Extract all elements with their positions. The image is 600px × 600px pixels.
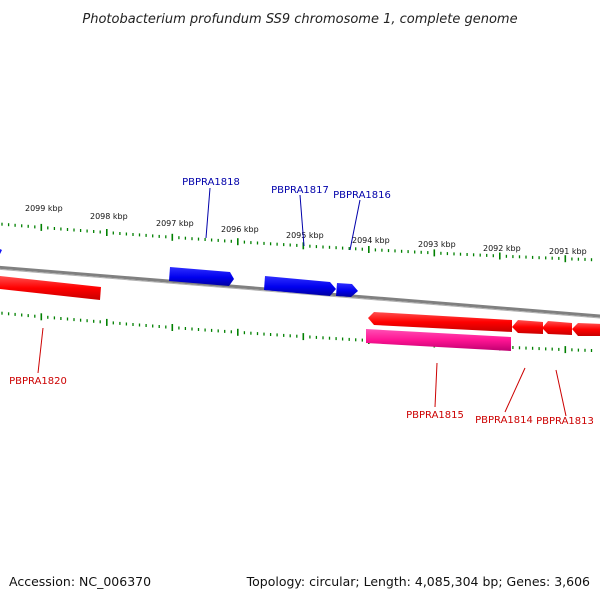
label-pbpra1814: PBPRA1814 <box>475 415 533 426</box>
leader-pbpra1815 <box>434 362 438 408</box>
leader-pbpra1818 <box>205 187 211 239</box>
leader-pbpra1816 <box>349 199 361 251</box>
gene-pbpra1819[interactable] <box>0 248 2 258</box>
leader-pbpra1820 <box>37 327 44 374</box>
label-pbpra1815: PBPRA1815 <box>406 410 464 421</box>
label-leaders <box>37 187 567 417</box>
scale-label-2097: 2097 kbp <box>156 219 194 228</box>
leader-pbpra1813 <box>555 369 567 417</box>
reverse-genes <box>0 276 600 336</box>
gene-pbpra1820[interactable] <box>0 276 101 300</box>
gene-pbpra1812[interactable] <box>572 323 600 336</box>
scale-label-2094: 2094 kbp <box>352 236 390 245</box>
label-pbpra1813: PBPRA1813 <box>536 416 594 427</box>
gene-pbpra1817[interactable] <box>264 276 336 296</box>
scale-label-2093: 2093 kbp <box>418 240 456 249</box>
inner-scale-ticks <box>1 311 593 354</box>
outer-scale-ticks <box>1 222 593 263</box>
label-pbpra1818: PBPRA1818 <box>182 177 240 188</box>
gene-pbpra1816[interactable] <box>336 283 358 297</box>
scale-label-2095: 2095 kbp <box>286 231 324 240</box>
scale-label-2096: 2096 kbp <box>221 225 259 234</box>
label-pbpra1820: PBPRA1820 <box>9 376 67 387</box>
gene-pbpra1815-top[interactable] <box>368 312 512 332</box>
gene-labels: PBPRA1818 PBPRA1817 PBPRA1816 PBPRA1820 … <box>9 177 594 427</box>
map-title: Photobacterium profundum SS9 chromosome … <box>82 12 517 27</box>
label-pbpra1816: PBPRA1816 <box>333 190 391 201</box>
gene-pbpra1818[interactable] <box>169 267 234 286</box>
leader-pbpra1817 <box>299 194 305 247</box>
gene-pbpra1815-rna[interactable] <box>366 329 511 351</box>
topology-summary: Topology: circular; Length: 4,085,304 bp… <box>246 574 590 589</box>
scale-label-2098: 2098 kbp <box>90 212 128 221</box>
accession-text: Accession: NC_006370 <box>9 574 151 589</box>
scale-label-2092: 2092 kbp <box>483 244 521 253</box>
gene-pbpra1813[interactable] <box>542 321 572 335</box>
backbone-shadow <box>0 268 600 319</box>
scale-labels: 2099 kbp 2098 kbp 2097 kbp 2096 kbp 2095… <box>25 204 587 256</box>
scale-label-2099: 2099 kbp <box>25 204 63 213</box>
gene-pbpra1814[interactable] <box>512 320 543 334</box>
label-pbpra1817: PBPRA1817 <box>271 185 329 196</box>
forward-genes <box>0 248 358 297</box>
leader-pbpra1814 <box>504 367 526 413</box>
scale-label-2091: 2091 kbp <box>549 247 587 256</box>
